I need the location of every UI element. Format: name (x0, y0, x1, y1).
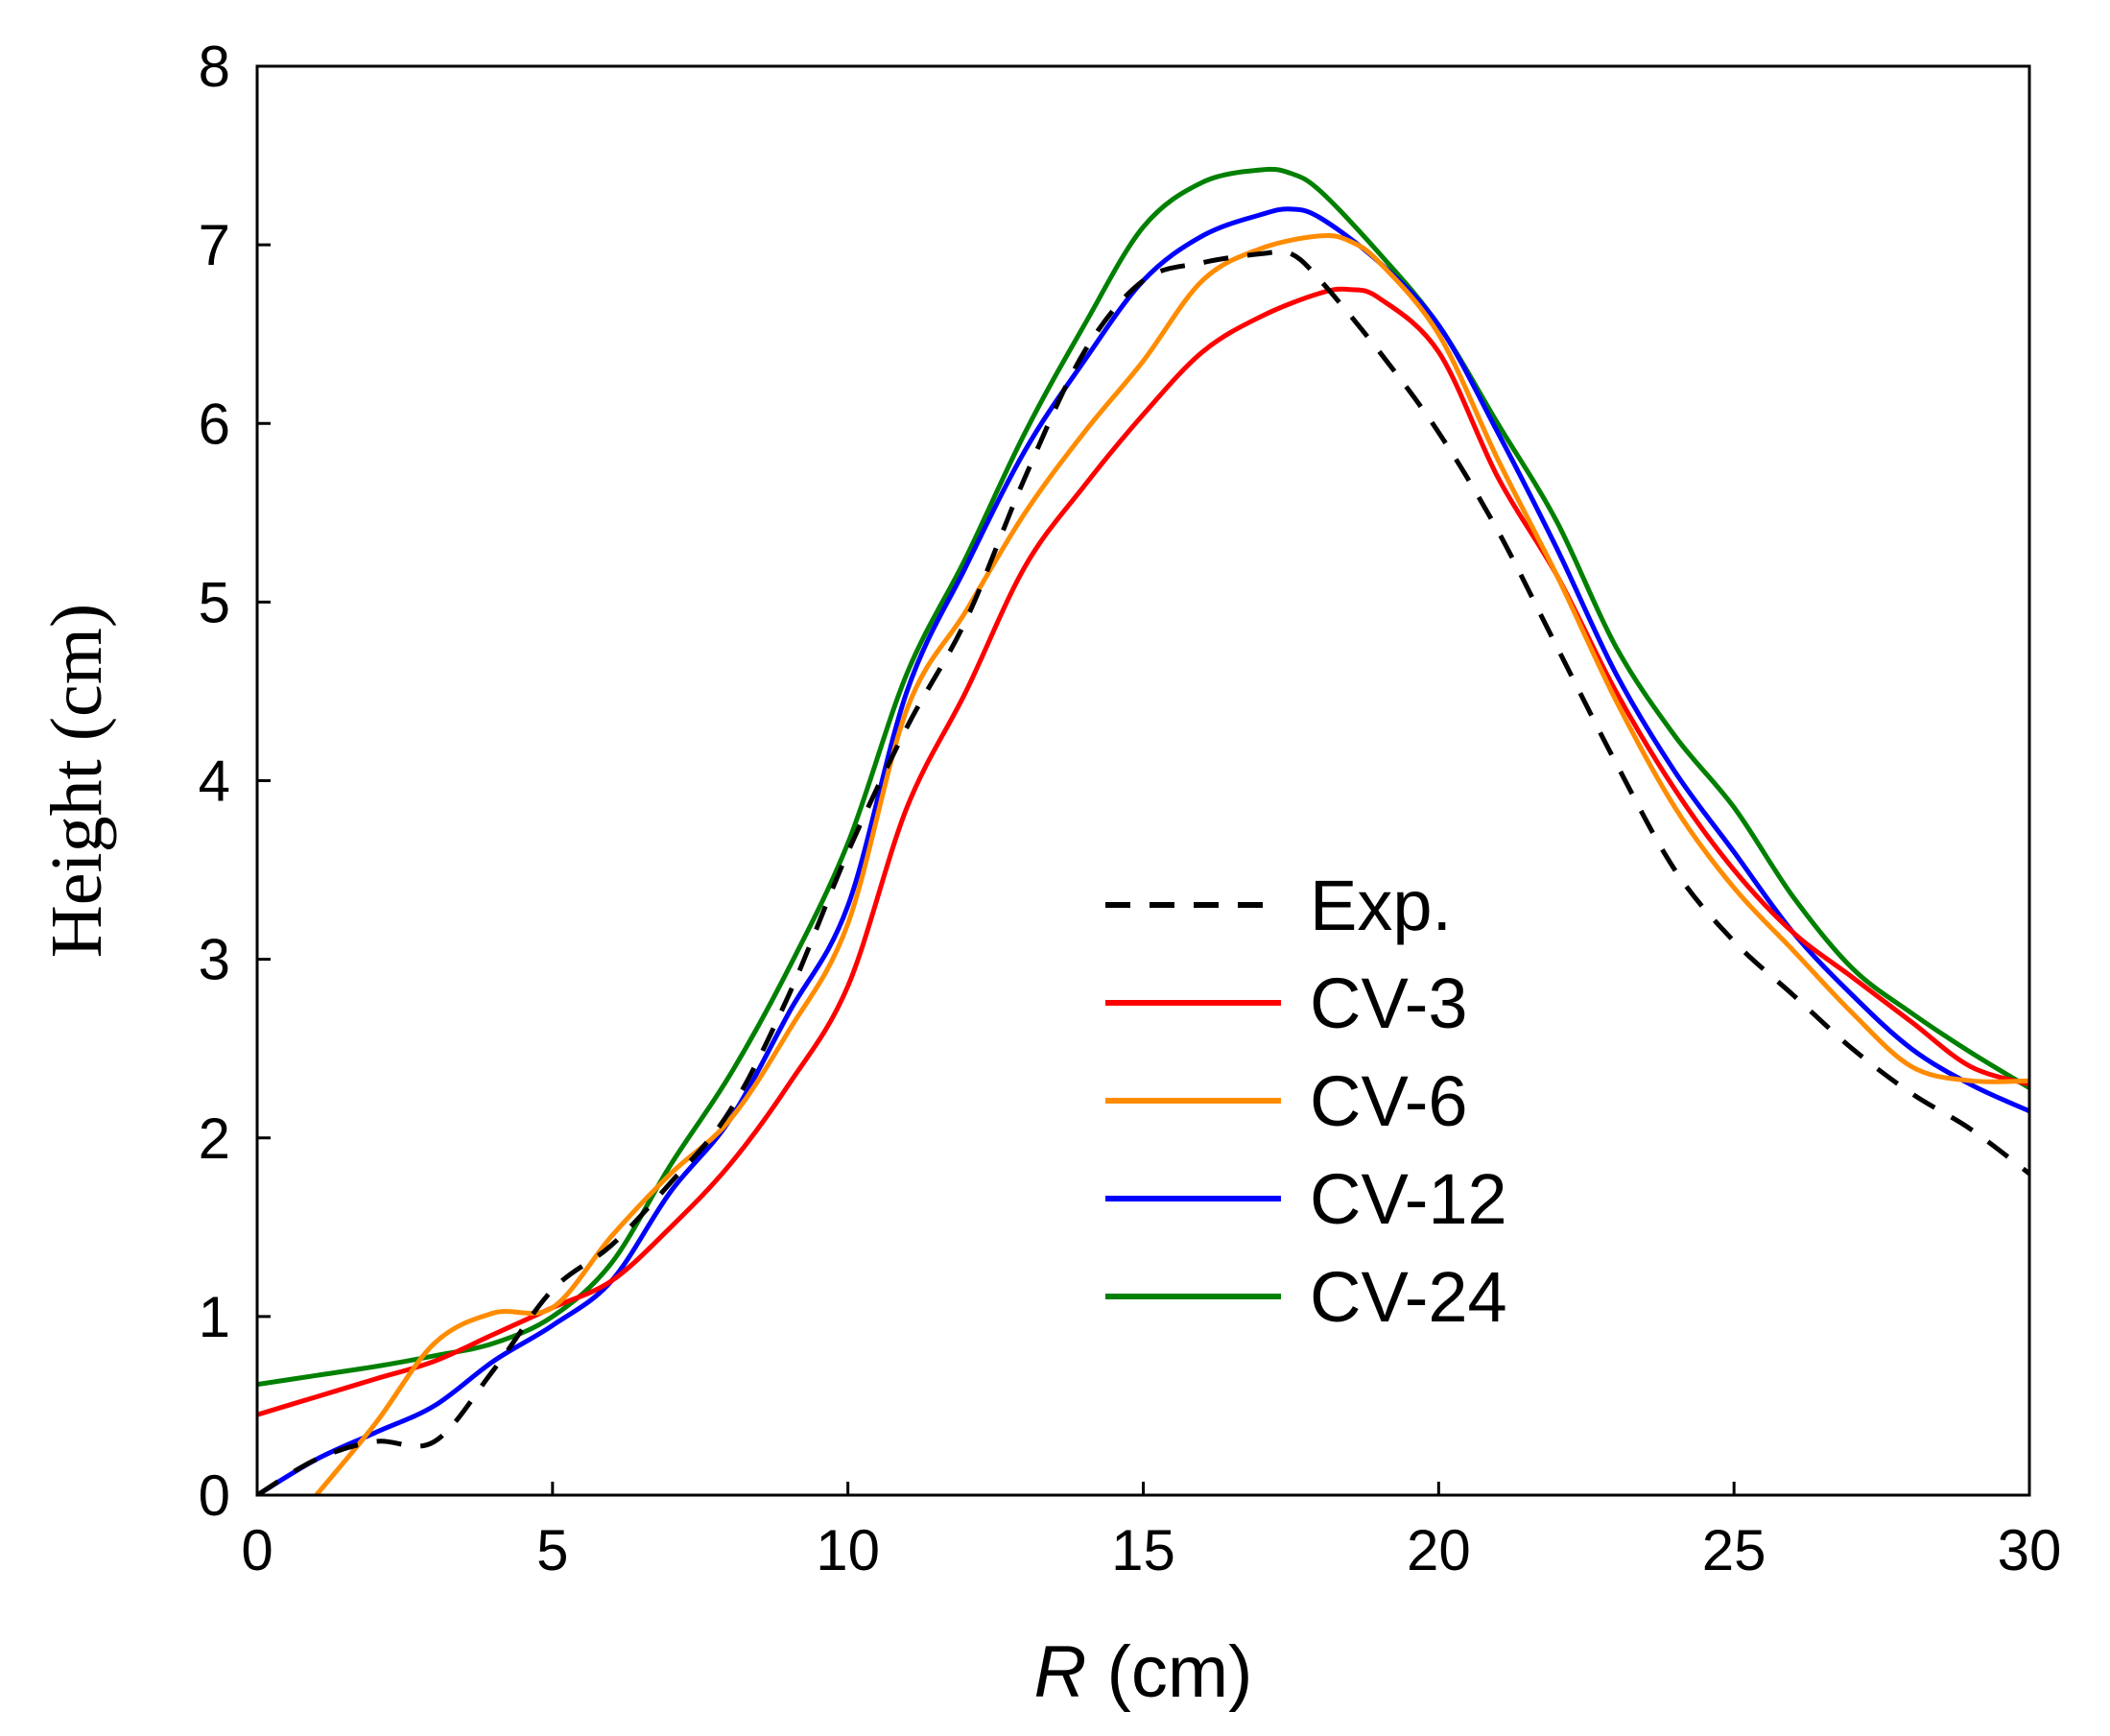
series-line-exp (257, 249, 2029, 1495)
y-tick-label: 2 (199, 1106, 230, 1171)
y-tick-label: 7 (199, 213, 230, 277)
y-tick-label: 1 (199, 1285, 230, 1349)
x-axis-label-variable: R (1034, 1631, 1087, 1713)
series-line-cv-24 (257, 166, 2029, 1388)
x-tick-label: 5 (536, 1518, 568, 1582)
y-axis: 0 1 2 3 4 5 6 7 8 (199, 35, 271, 1528)
legend-label: CV-6 (1310, 1061, 1468, 1141)
legend: Exp. CV-3 CV-6 CV-12 CV-24 (1105, 866, 1507, 1337)
legend-label: CV-24 (1310, 1257, 1507, 1337)
x-tick-label: 15 (1111, 1518, 1175, 1582)
series-layer (257, 166, 2029, 1495)
x-tick-label: 25 (1702, 1518, 1766, 1582)
legend-label: CV-12 (1310, 1159, 1507, 1239)
y-axis-label: Height (cm) (36, 604, 117, 958)
x-tick-label: 20 (1407, 1518, 1471, 1582)
x-axis: 0 5 10 15 20 25 30 (241, 1482, 2061, 1582)
x-axis-label: R (cm) (1034, 1631, 1253, 1713)
y-tick-label: 0 (199, 1463, 230, 1528)
series-line-cv-6 (314, 233, 2029, 1495)
legend-label: CV-3 (1310, 963, 1468, 1043)
x-tick-label: 30 (1998, 1518, 2062, 1582)
x-tick-label: 0 (241, 1518, 273, 1582)
y-tick-label: 8 (199, 35, 230, 99)
y-tick-label: 3 (199, 928, 230, 992)
x-axis-label-unit: (cm) (1086, 1631, 1252, 1713)
legend-label: Exp. (1310, 866, 1452, 945)
y-tick-label: 4 (199, 749, 230, 814)
x-tick-label: 10 (816, 1518, 880, 1582)
series-line-cv-3 (257, 286, 2029, 1417)
y-tick-label: 5 (199, 570, 230, 634)
y-tick-label: 6 (199, 392, 230, 456)
